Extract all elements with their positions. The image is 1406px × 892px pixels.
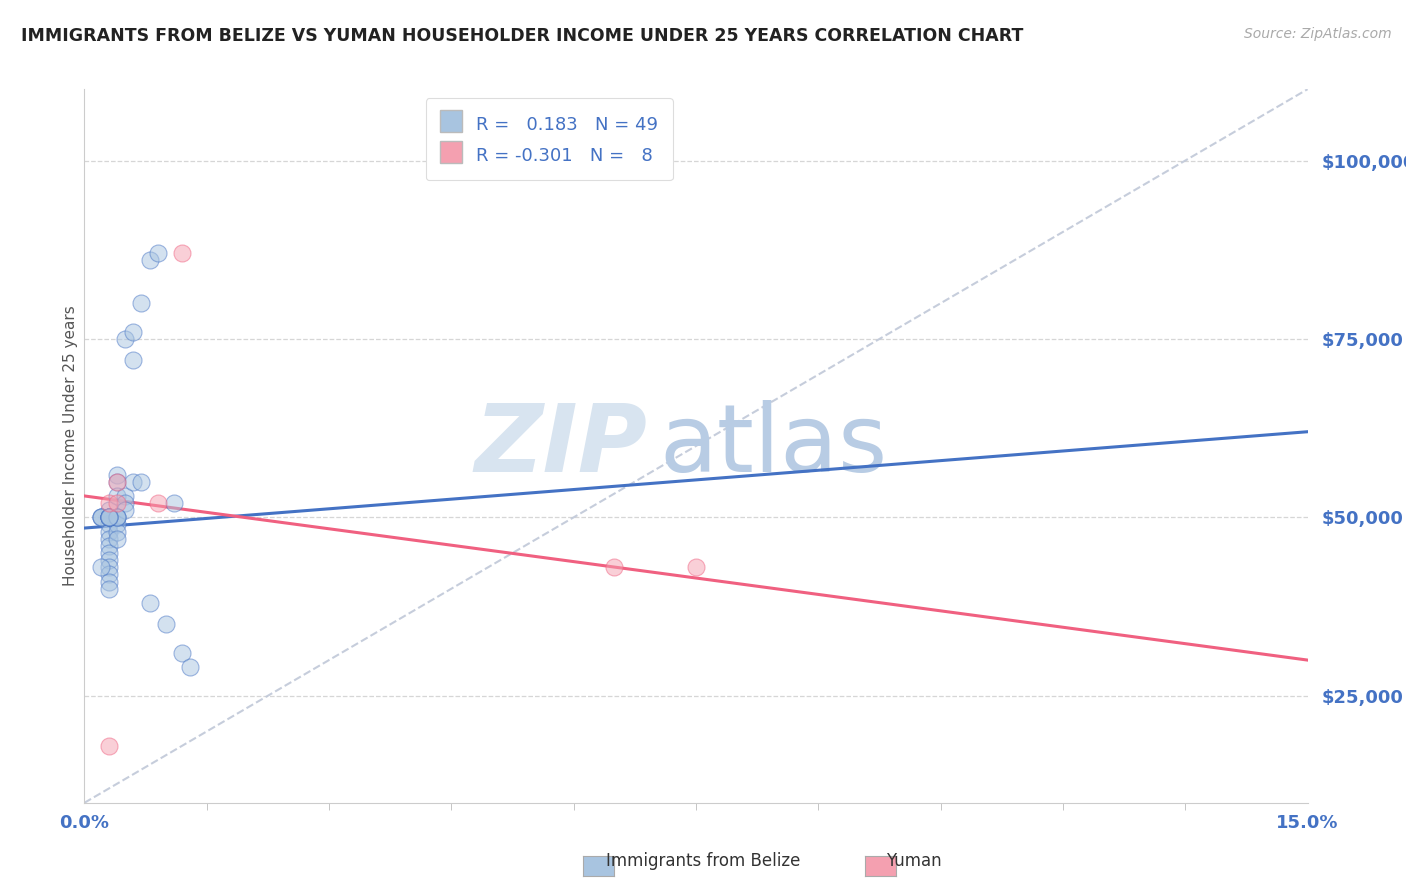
Point [122,353,145,368]
Point [97,582,120,596]
Point [97,574,120,589]
Point [97,510,120,524]
Point [105,489,128,503]
Point [105,517,128,532]
Point [105,467,128,482]
Point [603,560,626,574]
Point [97,510,120,524]
Point [90,510,112,524]
Point [105,510,128,524]
Point [97,510,120,524]
Point [90,510,112,524]
Point [90,510,112,524]
Point [105,510,128,524]
Legend: R =   0.183   N = 49, R = -0.301   N =   8: R = 0.183 N = 49, R = -0.301 N = 8 [426,98,672,180]
Point [138,596,160,610]
Point [114,489,136,503]
Point [105,475,128,489]
Point [97,496,120,510]
Text: Yuman: Yuman [886,852,942,870]
Point [131,475,153,489]
Text: ZIP: ZIP [474,400,647,492]
Point [105,510,128,524]
Point [131,296,153,310]
Point [97,524,120,539]
Point [97,510,120,524]
Point [97,510,120,524]
Point [105,496,128,510]
Point [97,546,120,560]
Point [685,560,707,574]
Point [97,567,120,582]
Point [105,524,128,539]
Point [155,617,177,632]
Point [97,510,120,524]
Point [97,539,120,553]
Text: Source: ZipAtlas.com: Source: ZipAtlas.com [1244,27,1392,41]
Point [122,475,145,489]
Text: Immigrants from Belize: Immigrants from Belize [606,852,800,870]
Point [122,325,145,339]
Point [97,532,120,546]
Point [163,496,186,510]
Point [146,246,169,260]
Point [97,503,120,517]
Point [97,510,120,524]
Point [114,503,136,517]
Text: IMMIGRANTS FROM BELIZE VS YUMAN HOUSEHOLDER INCOME UNDER 25 YEARS CORRELATION CH: IMMIGRANTS FROM BELIZE VS YUMAN HOUSEHOL… [21,27,1024,45]
Point [97,739,120,753]
Point [105,475,128,489]
Point [97,517,120,532]
Point [105,532,128,546]
Point [97,560,120,574]
Point [138,253,160,268]
Point [97,510,120,524]
Y-axis label: Householder Income Under 25 years: Householder Income Under 25 years [63,306,77,586]
Text: atlas: atlas [659,400,887,492]
Point [97,553,120,567]
Point [146,496,169,510]
Point [172,246,194,260]
Point [97,510,120,524]
Point [114,496,136,510]
Point [172,646,194,660]
Point [114,332,136,346]
Point [179,660,201,674]
Point [90,560,112,574]
